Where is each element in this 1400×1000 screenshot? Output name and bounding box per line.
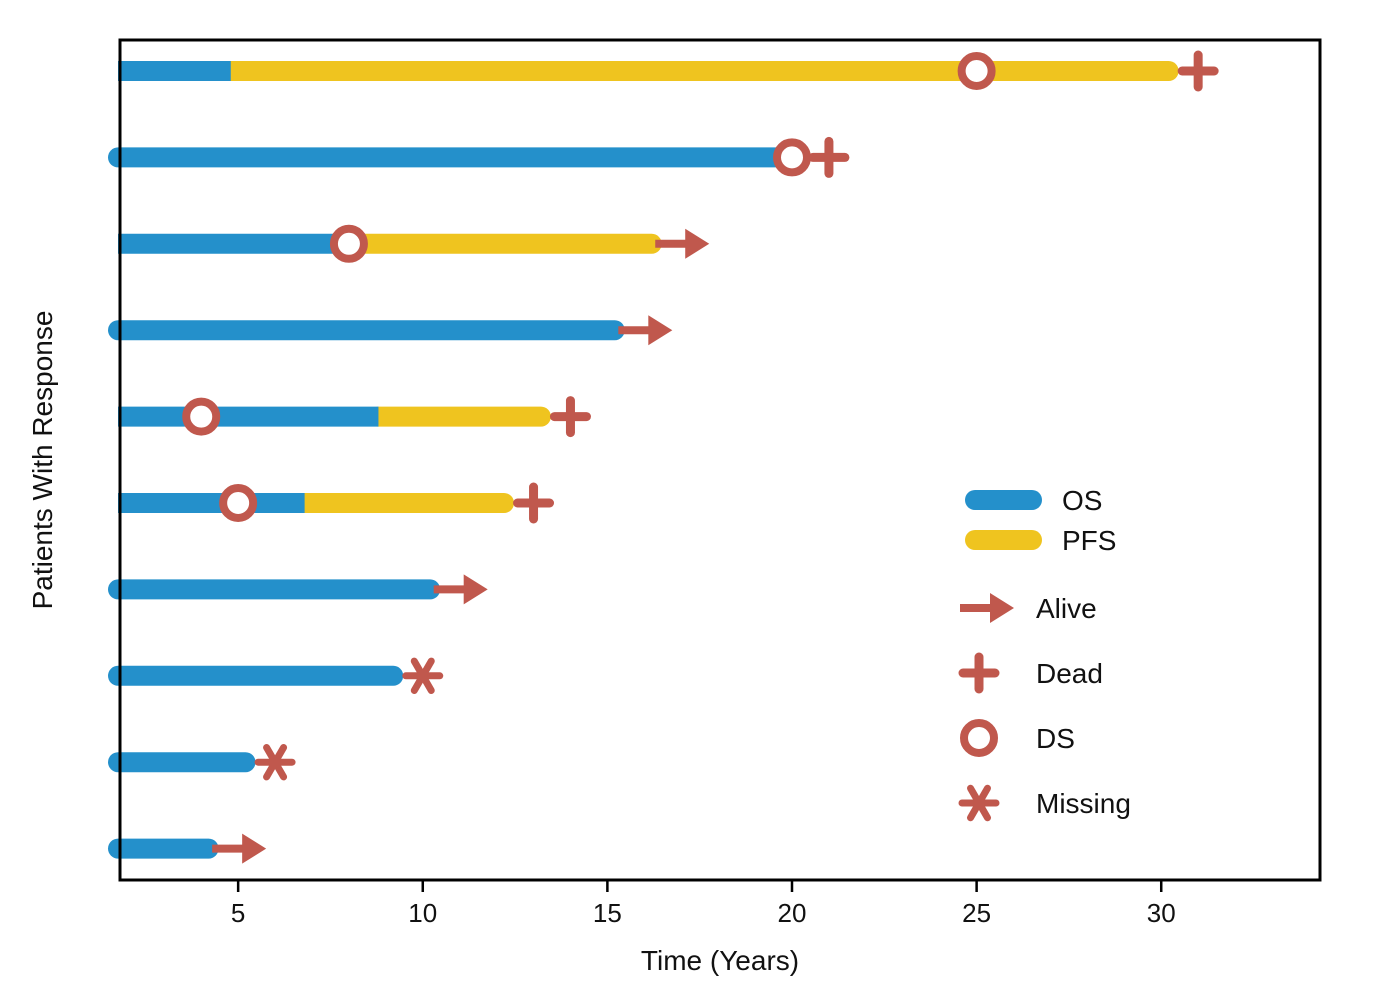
legend-icon-alive-head (990, 593, 1014, 623)
dead-marker-5 (549, 396, 591, 438)
ds-marker-6 (219, 484, 258, 522)
plot-frame (118, 38, 1322, 882)
dead-marker-2 (808, 136, 850, 178)
missing-marker-9 (254, 743, 296, 781)
ds-marker-1 (957, 52, 996, 90)
y-axis-title: Patients With Response (27, 311, 58, 610)
alive-marker-10 (212, 833, 267, 864)
legend-label-alive: Alive (1036, 593, 1097, 624)
legend-label-missing: Missing (1036, 788, 1131, 819)
legend-icon-dead (958, 652, 1000, 694)
x-tick-label-30: 30 (1147, 898, 1176, 928)
x-tick-label-25: 25 (962, 898, 991, 928)
alive-marker-3-head (685, 228, 710, 259)
alive-marker-4 (618, 315, 673, 346)
legend-label-ds: DS (1036, 723, 1075, 754)
missing-marker-8 (402, 657, 444, 695)
ds-marker-5 (182, 397, 221, 436)
legend-label-pfs: PFS (1062, 525, 1116, 556)
x-tick-label-15: 15 (593, 898, 622, 928)
legend-label-dead: Dead (1036, 658, 1103, 689)
alive-marker-4-head (648, 315, 673, 346)
x-tick-label-10: 10 (408, 898, 437, 928)
x-tick-label-20: 20 (778, 898, 807, 928)
alive-marker-7 (433, 574, 488, 605)
legend-icon-missing (958, 784, 1000, 822)
dead-marker-6 (513, 482, 555, 524)
legend-icon-alive (960, 593, 1014, 623)
alive-marker-7-head (463, 574, 488, 605)
missing-marker-8-spoke-120 (410, 657, 435, 695)
x-axis-title: Time (Years) (641, 945, 799, 976)
x-tick-label-5: 5 (231, 898, 245, 928)
x-axis: 5 10 15 20 25 30 (231, 880, 1176, 928)
ds-marker-2 (773, 138, 811, 177)
alive-marker-10-head (242, 833, 267, 864)
ds-marker-3 (329, 224, 368, 263)
dead-marker-1 (1177, 50, 1219, 92)
legend-icon-missing-spoke-120 (967, 784, 991, 822)
alive-marker-3 (655, 228, 710, 259)
missing-marker-9-spoke-120 (263, 743, 288, 781)
legend: OS PFS Alive Dead DS Missing (958, 485, 1131, 822)
bars-layer (108, 61, 1179, 859)
legend-label-os: OS (1062, 485, 1102, 516)
legend-icon-ds (960, 719, 998, 757)
markers-layer (182, 50, 1219, 864)
